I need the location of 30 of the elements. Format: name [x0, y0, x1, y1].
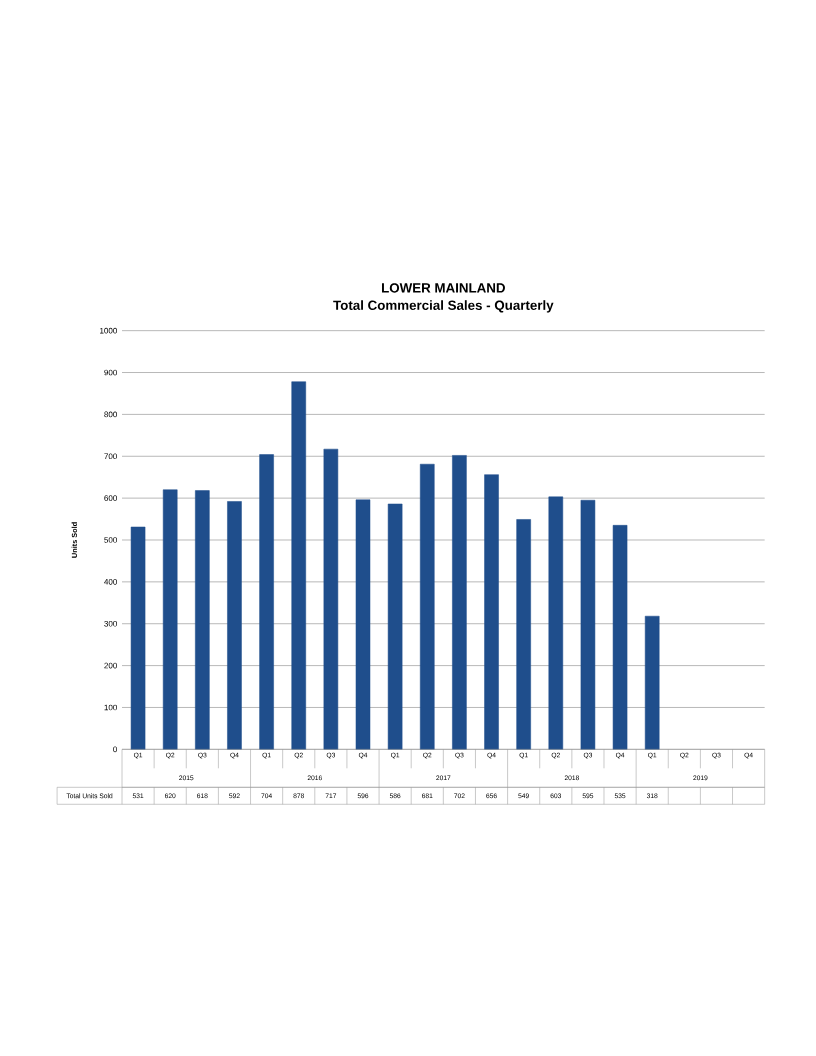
- y-tick-label: 200: [104, 662, 117, 669]
- y-tick-label: 400: [104, 579, 117, 585]
- chart-subtitle: Total Commercial Sales - Quarterly: [333, 300, 554, 313]
- bar: [580, 499, 596, 750]
- bar: [227, 501, 242, 750]
- bar: [452, 455, 467, 750]
- bar: [259, 454, 274, 750]
- bar: [162, 489, 178, 750]
- bar: [195, 490, 210, 750]
- y-tick-label: 1000: [100, 327, 117, 334]
- bar: [355, 499, 371, 750]
- y-tick-label: 0: [113, 746, 117, 753]
- bar: [419, 463, 435, 750]
- bar: [130, 526, 146, 750]
- chart-title: LOWER MAINLAND: [382, 283, 505, 293]
- bar: [484, 474, 499, 750]
- y-tick-label: 800: [104, 411, 117, 418]
- y-tick-label: 500: [104, 537, 117, 543]
- bar: [548, 496, 564, 750]
- y-tick-label: 900: [104, 369, 117, 376]
- bar: [644, 615, 660, 750]
- y-tick-label: 300: [104, 620, 117, 627]
- bar: [323, 448, 339, 750]
- y-tick-label: 700: [104, 453, 117, 460]
- bar: [516, 519, 531, 750]
- bar: [387, 503, 403, 750]
- y-tick-label: 600: [104, 495, 117, 501]
- y-tick-label: 100: [104, 704, 117, 711]
- bar: [291, 381, 306, 750]
- bar: [612, 525, 628, 750]
